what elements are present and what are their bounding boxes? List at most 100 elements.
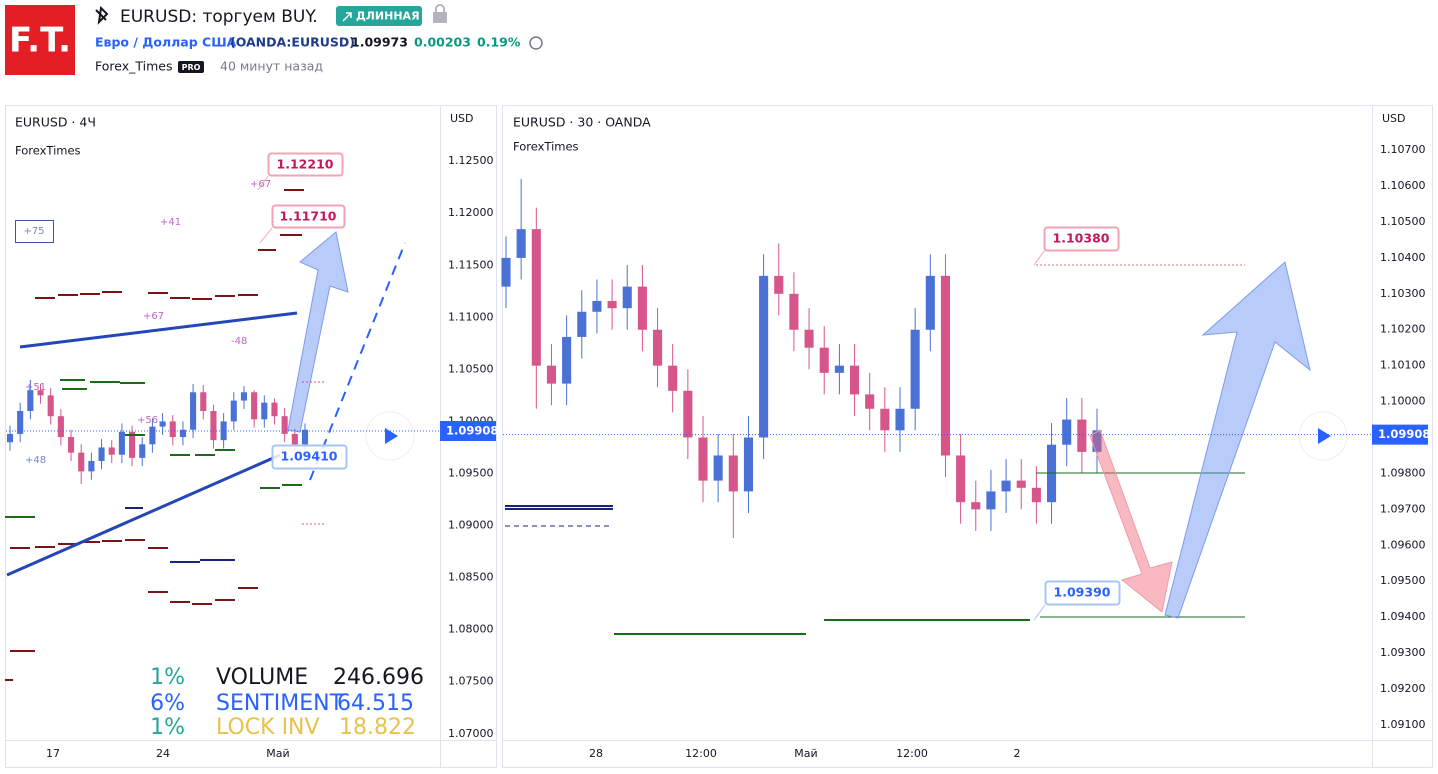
green-levels [614, 619, 1030, 635]
candle-body [986, 491, 996, 510]
candle-body [577, 311, 587, 337]
candle-body [652, 329, 663, 366]
alarm-icon[interactable] [529, 36, 543, 50]
play-icon[interactable] [385, 428, 398, 444]
x-tick-label: Май [266, 747, 289, 760]
candles [6, 379, 309, 484]
candle-body [516, 229, 526, 258]
green-levels [5, 379, 302, 518]
y-tick-label: 1.11000 [448, 310, 494, 323]
symbol-code[interactable]: (OANDA:EURUSD) [230, 35, 355, 50]
x-tick-label: Май [794, 747, 817, 760]
candle-body [179, 429, 186, 438]
candle-body [531, 229, 541, 366]
y-tick-label: 1.12500 [448, 154, 494, 167]
candle-body [668, 365, 678, 391]
annotation: 1.12210 [277, 157, 334, 172]
indicator-pct: 1% [150, 715, 185, 740]
level-lines [5, 189, 304, 681]
level-mark: +51 [25, 382, 46, 393]
blue-levels [125, 507, 235, 563]
play-icon[interactable] [1318, 428, 1331, 444]
y-tick-label: 1.08500 [448, 571, 494, 584]
indicator-pct: 6% [150, 691, 185, 716]
candle-body [149, 426, 156, 445]
long-badge [336, 6, 422, 26]
candle-body [1001, 480, 1011, 492]
y-tick-label: 1.10200 [1380, 323, 1426, 336]
level-mark-box [15, 220, 54, 243]
level-mark: +41 [160, 217, 181, 228]
price-tag [440, 420, 496, 441]
lock-icon [433, 12, 447, 23]
indicator-table: 1% VOLUME 246.696 6% SENTIMENT 64.515 1%… [150, 665, 424, 740]
candle-body [971, 502, 981, 510]
candle-body [728, 455, 738, 492]
candle-body [607, 300, 617, 309]
indicator-value: 246.696 [333, 665, 424, 690]
candle-body [118, 431, 125, 455]
trend-line [6, 453, 281, 577]
candle-body [698, 437, 708, 481]
indicator-name: LOCK INV [216, 715, 320, 740]
annotation-box [271, 444, 348, 470]
candle-body [281, 416, 288, 434]
y-tick-label: 1.09800 [1380, 466, 1426, 479]
candle-body [67, 437, 75, 453]
y-tick-label: 1.10700 [1380, 143, 1426, 156]
price-change: 0.00203 [414, 35, 471, 50]
x-tick-label: 24 [156, 747, 170, 760]
candle-body [592, 300, 602, 312]
candle-body [789, 293, 799, 330]
candle-body [37, 390, 44, 396]
logo: F.T. [9, 21, 71, 61]
candle-body [683, 390, 693, 438]
candle-body [139, 444, 146, 458]
candle-body [27, 390, 34, 412]
level-mark: +67 [250, 179, 271, 190]
indicator-value: 64.515 [337, 691, 414, 716]
y-tick-label: 1.09500 [1380, 574, 1426, 587]
callout-pointer [259, 227, 273, 244]
chart-subtitle: ForexTimes [513, 140, 579, 154]
price-tag [1372, 424, 1428, 445]
candle-body [546, 365, 557, 384]
y-tick-label: 1.09700 [1380, 502, 1426, 515]
indicator-value: 18.822 [339, 715, 416, 740]
chart-title: EURUSD · 4Ч [15, 115, 96, 130]
annotation-box [271, 204, 346, 229]
lock-shackle [435, 4, 445, 12]
candle-body [159, 421, 166, 427]
candle-body [1016, 480, 1026, 488]
x-tick-label: 12:00 [896, 747, 928, 760]
idea-title: EURUSD: торгуем BUY. [120, 7, 318, 27]
logo-bg [5, 5, 75, 75]
candle-body [169, 421, 176, 438]
left-panel [5, 105, 497, 768]
candle-body [804, 329, 814, 348]
level-mark: -48 [231, 336, 247, 347]
candle-body [47, 395, 54, 417]
level-mark: +56 [137, 415, 158, 426]
y-tick-label: 1.07500 [448, 675, 494, 688]
y-tick-label: 1.10000 [1380, 395, 1426, 408]
candle-body [622, 286, 632, 309]
candle-body [895, 408, 905, 431]
indicator-name: VOLUME [216, 665, 308, 690]
candle-body [834, 365, 844, 373]
candle-body [6, 433, 14, 443]
indicator-pct: 1% [150, 665, 185, 690]
author[interactable]: Forex_Times [95, 59, 172, 74]
up-arrow [1164, 261, 1311, 619]
blue-levels [505, 505, 613, 510]
y-tick-label: 1.11500 [448, 258, 494, 271]
annotation: 1.10380 [1053, 231, 1110, 246]
candle-body [880, 408, 890, 431]
annotation-box [1043, 226, 1120, 252]
candle-body [1092, 430, 1102, 452]
candle-body [910, 329, 920, 409]
symbol-name[interactable]: Евро / Доллар США [95, 35, 237, 50]
candle-body [108, 447, 115, 455]
candle-body [230, 400, 237, 422]
